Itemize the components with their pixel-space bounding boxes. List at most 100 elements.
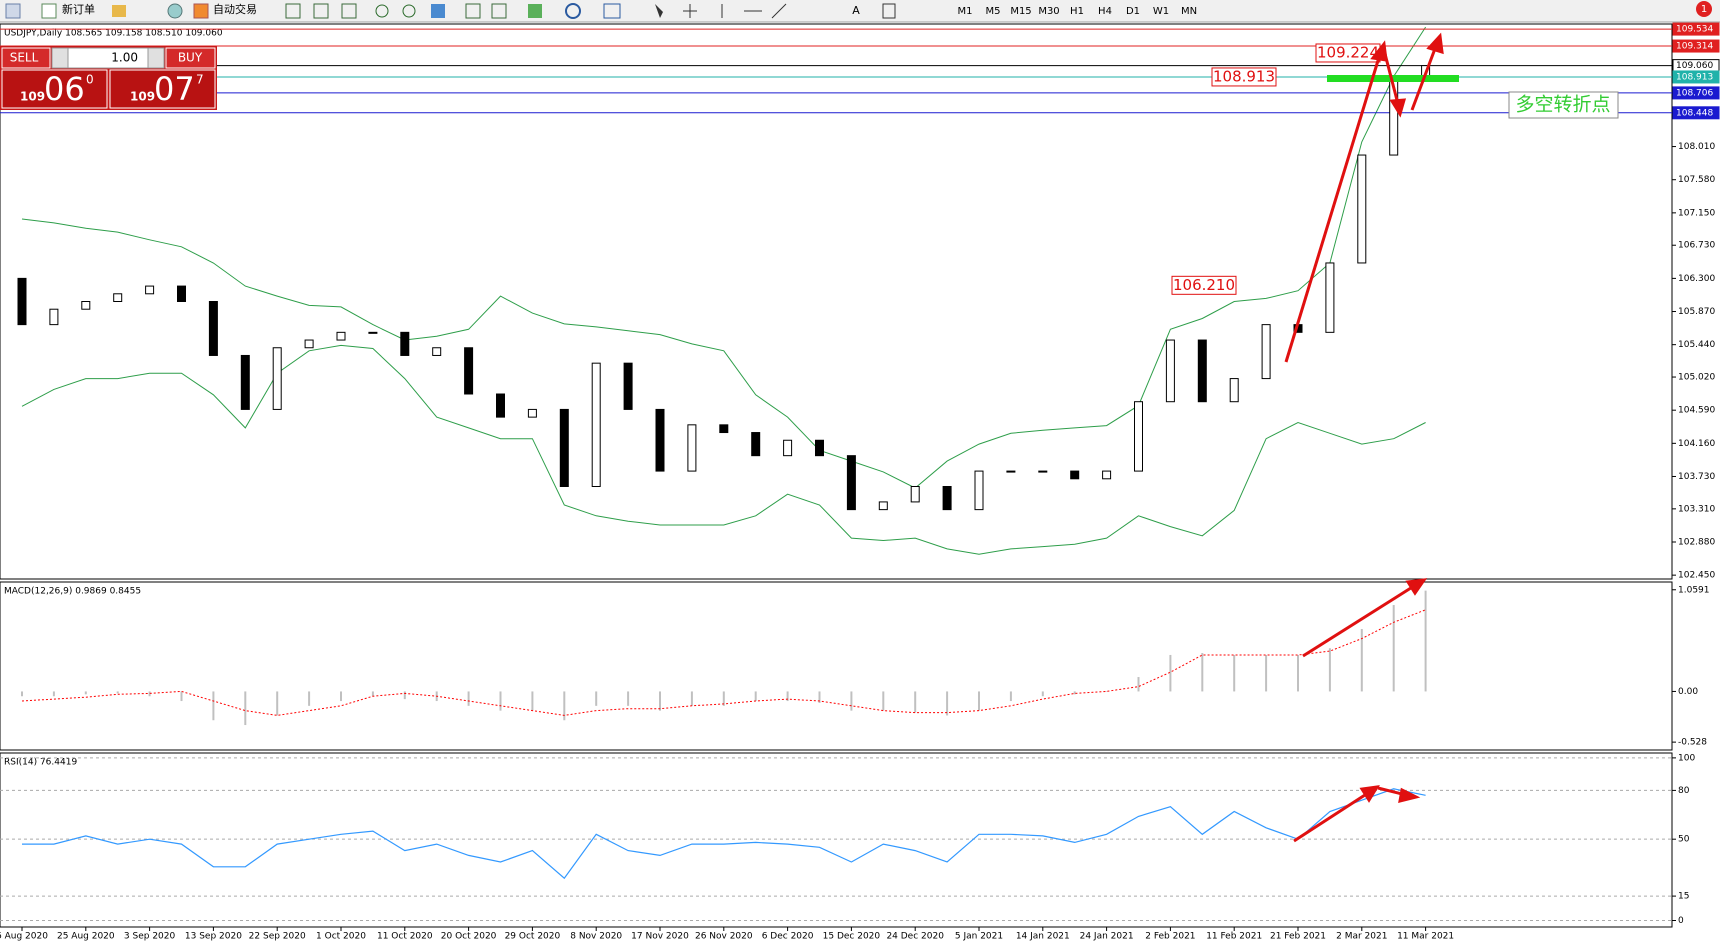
y-tick-label: 80 — [1678, 786, 1690, 796]
macd-bar — [1233, 654, 1236, 692]
macd-bar — [1265, 654, 1268, 692]
macd-pane — [0, 581, 1673, 751]
macd-bar — [978, 691, 980, 711]
candle — [910, 486, 920, 503]
macd-bar — [308, 691, 311, 706]
sell-price-box[interactable] — [1, 69, 108, 109]
macd-bar — [467, 691, 470, 706]
price-annotation-box — [1171, 275, 1237, 295]
annotation-text: 多空转折点 — [1515, 94, 1610, 116]
macd-bar — [914, 691, 917, 713]
macd-bar — [403, 691, 406, 700]
candle — [49, 308, 59, 326]
price-annotation-box — [1211, 67, 1277, 87]
candle — [1006, 470, 1016, 473]
macd-bar — [563, 691, 566, 721]
x-tick-label: 20 Oct 2020 — [441, 932, 497, 942]
y-tick-label: 102.450 — [1678, 571, 1715, 581]
candle — [81, 301, 91, 310]
timeframe-button[interactable]: H4 — [1098, 6, 1112, 17]
y-tick-label: 108.010 — [1678, 142, 1715, 152]
candle — [1165, 339, 1175, 403]
candle — [783, 439, 793, 457]
toolbar-icons: A — [5, 3, 896, 19]
timeframe-button[interactable]: M15 — [1010, 6, 1031, 17]
buy-price-big: 07 — [154, 70, 195, 108]
x-tick-label: 11 Feb 2021 — [1206, 932, 1262, 942]
x-tick-label: 26 Nov 2020 — [695, 932, 753, 942]
candle — [942, 486, 952, 511]
rsi-pane — [0, 752, 1673, 928]
macd-bar — [371, 691, 374, 697]
macd-bar — [1009, 691, 1012, 702]
candle — [1070, 470, 1080, 480]
pane-title: USDJPY,Daily 108.565 109.158 108.510 109… — [4, 29, 223, 39]
timeframe-button[interactable]: M1 — [958, 6, 973, 17]
x-tick-label: 5 Jan 2021 — [955, 932, 1003, 942]
auto-trading-button[interactable]: 自动交易 — [213, 2, 257, 16]
buy-label: BUY — [178, 51, 203, 65]
macd-bar — [116, 691, 119, 694]
candle — [113, 293, 123, 302]
candle — [878, 501, 888, 511]
x-tick-label: 25 Aug 2020 — [57, 932, 115, 942]
y-tick-label: 104.160 — [1678, 439, 1715, 449]
macd-bar — [180, 691, 183, 702]
candle — [527, 408, 537, 418]
macd-bar — [595, 691, 598, 706]
lot-up[interactable] — [147, 47, 165, 69]
toolbar — [0, 0, 1720, 22]
buy-price-box[interactable] — [109, 69, 216, 109]
candle — [1325, 262, 1335, 333]
x-tick-label: 11 Oct 2020 — [377, 932, 433, 942]
timeframe-button[interactable]: MN — [1181, 6, 1197, 17]
x-tick-label: 8 Nov 2020 — [570, 932, 622, 942]
pane-title: MACD(12,26,9) 0.9869 0.8455 — [4, 587, 141, 597]
candle — [559, 408, 569, 487]
sell-button[interactable] — [1, 47, 51, 69]
timeframe-button[interactable]: H1 — [1070, 6, 1084, 17]
macd-bar — [52, 691, 55, 697]
bollinger-band — [21, 344, 1426, 555]
candle — [464, 347, 474, 395]
timeframe-button[interactable]: M30 — [1038, 6, 1059, 17]
macd-bar — [818, 691, 821, 703]
macd-bar — [531, 691, 534, 711]
y-tick-label: 1.0591 — [1678, 585, 1710, 595]
buy-price-pip: 7 — [196, 73, 204, 87]
x-tick-label: 22 Sep 2020 — [249, 932, 306, 942]
candle — [272, 347, 282, 410]
macd-bar — [1137, 677, 1140, 692]
lot-down[interactable] — [51, 47, 69, 69]
candle — [240, 354, 250, 410]
candle — [623, 362, 633, 410]
macd-bar — [1360, 629, 1363, 692]
x-tick-label: 15 Dec 2020 — [823, 932, 881, 942]
macd-bar — [148, 691, 151, 697]
badge-count: 1 — [1701, 4, 1707, 15]
candle — [1197, 339, 1207, 403]
timeframe-button[interactable]: W1 — [1153, 6, 1169, 17]
candle — [145, 285, 155, 295]
price-tag — [1672, 39, 1720, 53]
candle — [591, 362, 601, 487]
trend-arrows — [1284, 32, 1444, 843]
candle — [719, 424, 729, 434]
price-tag — [1672, 70, 1720, 84]
y-tick-label: 100 — [1678, 753, 1695, 763]
macd-bar — [1041, 691, 1044, 697]
macd-chart: MACD(12,26,9) 0.9869 0.8455 1.0591 0.00 -0.… — [4, 585, 1710, 747]
macd-bar — [690, 691, 693, 706]
timeframe-button[interactable]: M5 — [986, 6, 1001, 17]
svg-text:A: A — [852, 4, 860, 17]
buy-button[interactable] — [165, 47, 216, 69]
timeframe-button[interactable]: D1 — [1126, 6, 1140, 17]
notification-badge[interactable] — [1696, 1, 1712, 17]
y-tick-label: 105.440 — [1678, 340, 1715, 350]
sell-price-prefix: 109 — [20, 90, 45, 104]
macd-bar — [340, 691, 342, 702]
macd-bar — [84, 691, 87, 695]
bollinger-band — [21, 26, 1427, 489]
new-order-button[interactable]: 新订单 — [62, 2, 95, 16]
